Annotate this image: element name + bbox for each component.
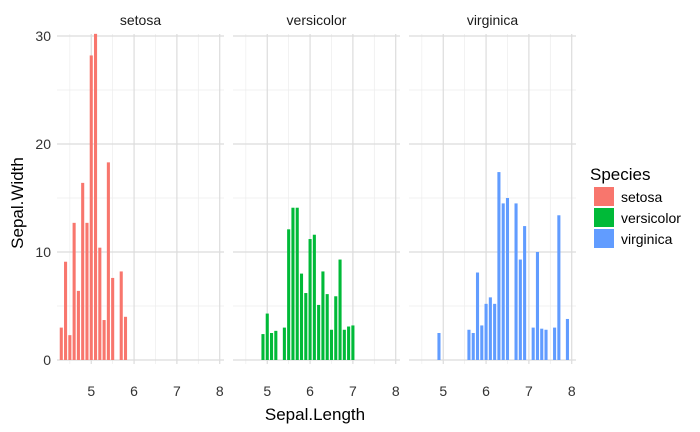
facet-strip-label: setosa xyxy=(120,12,161,28)
bar xyxy=(437,333,441,360)
x-tick-label: 7 xyxy=(525,383,533,399)
x-tick-label: 8 xyxy=(216,383,224,399)
bar xyxy=(501,203,505,360)
y-tick-label: 10 xyxy=(35,244,51,260)
bar xyxy=(531,327,535,360)
bar xyxy=(505,198,510,360)
x-tick-label: 8 xyxy=(392,383,400,399)
legend-title: Species xyxy=(590,165,650,184)
bar xyxy=(480,325,484,360)
x-tick-label: 8 xyxy=(568,383,576,399)
bar xyxy=(544,329,548,360)
bar xyxy=(89,55,93,360)
legend-item-virginica: virginica xyxy=(594,229,673,248)
legend-key xyxy=(594,208,614,227)
bar xyxy=(329,329,334,360)
y-tick-label: 20 xyxy=(35,136,51,152)
bar xyxy=(123,316,128,360)
bar xyxy=(299,273,304,360)
bar xyxy=(497,172,501,360)
legend-item-setosa: setosa xyxy=(594,187,662,206)
x-tick-label: 7 xyxy=(349,383,357,399)
legend-key xyxy=(594,187,614,206)
x-tick-label: 5 xyxy=(439,383,447,399)
bar xyxy=(565,318,569,360)
bar xyxy=(475,272,480,360)
legend-item-versicolor: versicolor xyxy=(594,208,681,227)
facet-strip-label: versicolor xyxy=(287,12,347,28)
x-tick-label: 5 xyxy=(87,383,95,399)
bar xyxy=(68,335,72,360)
bar xyxy=(102,320,106,360)
bar xyxy=(342,329,346,360)
x-tick-label: 5 xyxy=(263,383,271,399)
y-axis-title: Sepal.Width xyxy=(8,157,27,249)
bar xyxy=(287,229,291,360)
bar xyxy=(261,334,265,360)
bar xyxy=(81,182,85,360)
x-tick-label: 7 xyxy=(173,383,181,399)
bar xyxy=(514,203,518,360)
bar xyxy=(347,326,351,360)
bar xyxy=(308,239,312,360)
bar xyxy=(334,296,338,360)
bar xyxy=(59,327,63,360)
bar xyxy=(64,261,68,360)
bar xyxy=(557,215,561,360)
bar xyxy=(471,333,475,360)
bar xyxy=(98,247,102,360)
bar xyxy=(321,271,325,360)
legend: Species setosa versicolor virginica xyxy=(590,165,681,248)
facet-strip-label: virginica xyxy=(467,12,519,28)
facet-panels: setosa 5 6 7 8 versicolor 5 6 7 8 virginica 5 6 7 8 xyxy=(57,12,576,399)
bar xyxy=(85,222,89,360)
bar xyxy=(493,303,497,360)
x-tick-label: 6 xyxy=(130,383,138,399)
bar xyxy=(467,329,471,360)
bar xyxy=(93,33,98,361)
legend-key xyxy=(594,229,614,248)
facet-panel-versicolor: versicolor 5 6 7 8 xyxy=(233,12,400,399)
facet-panel-virginica: virginica 5 6 7 8 xyxy=(409,12,576,399)
x-axis-title: Sepal.Length xyxy=(265,405,365,424)
bar xyxy=(274,330,278,360)
bar xyxy=(119,271,123,360)
x-tick-label: 6 xyxy=(482,383,490,399)
bar xyxy=(351,325,355,360)
facet-panel-setosa: setosa 5 6 7 8 xyxy=(57,12,224,399)
bar xyxy=(269,333,274,360)
bar xyxy=(295,207,299,360)
bar xyxy=(111,277,115,360)
bar xyxy=(76,290,80,360)
bar xyxy=(317,304,321,360)
bar xyxy=(106,162,110,360)
bar xyxy=(325,294,329,360)
x-tick-label: 6 xyxy=(306,383,314,399)
bar xyxy=(535,252,540,360)
bar xyxy=(312,234,316,360)
y-axis: 0 10 20 30 xyxy=(35,28,51,368)
legend-label: virginica xyxy=(621,231,673,247)
bar xyxy=(488,297,492,360)
legend-label: versicolor xyxy=(621,210,681,226)
y-tick-label: 30 xyxy=(35,28,51,44)
bar xyxy=(518,259,522,360)
bar xyxy=(304,293,308,360)
bar xyxy=(523,226,527,360)
bar xyxy=(282,327,286,360)
bar xyxy=(72,222,76,360)
y-tick-label: 0 xyxy=(43,352,51,368)
bar xyxy=(484,303,488,360)
bar xyxy=(291,207,295,360)
bar xyxy=(540,328,544,360)
legend-label: setosa xyxy=(621,189,662,205)
bar xyxy=(265,313,269,360)
bar xyxy=(553,327,557,360)
bar xyxy=(338,259,342,360)
